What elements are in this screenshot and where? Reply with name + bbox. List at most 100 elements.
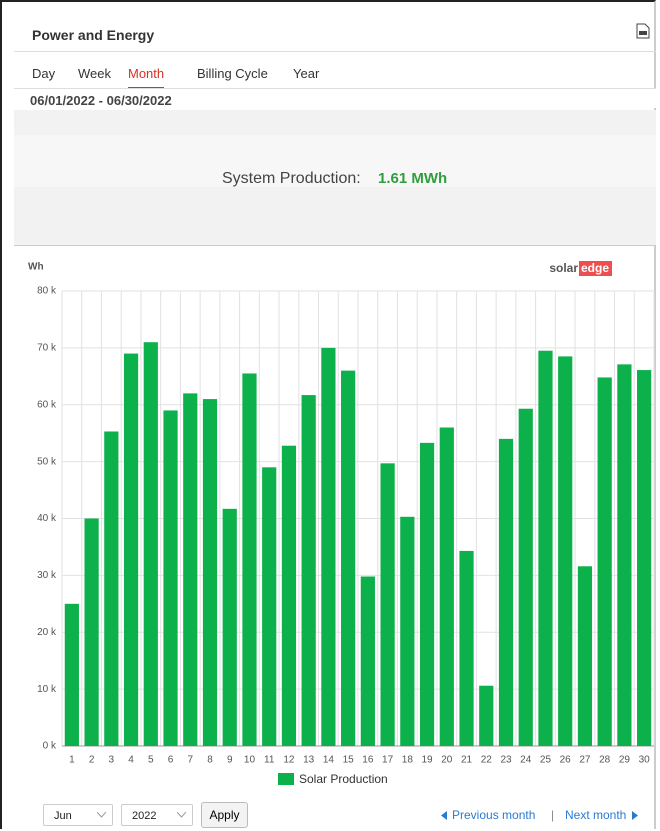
bar (439, 427, 454, 746)
bar (281, 445, 297, 746)
x-tick-label: 13 (303, 755, 315, 766)
year-value: 2022 (132, 810, 157, 822)
next-arrow (632, 811, 638, 820)
logo-right: edge (581, 261, 609, 275)
bar (360, 576, 375, 746)
bar (459, 550, 474, 746)
csv-icon[interactable] (636, 23, 650, 39)
x-tick-label: 1 (69, 755, 75, 766)
y-axis-label: Wh (28, 262, 44, 273)
x-tick-label: 8 (207, 755, 213, 766)
x-tick-label: 15 (343, 755, 355, 766)
bar (479, 685, 494, 746)
x-tick-label: 4 (128, 755, 134, 766)
bar (558, 356, 573, 746)
tabs: Day Week Month Billing Cycle Year (14, 60, 654, 89)
logo-left: solar (549, 261, 578, 275)
separator: | (551, 808, 555, 822)
x-tick-label: 9 (227, 755, 233, 766)
x-tick-label: 20 (441, 755, 453, 766)
tab[interactable]: Billing Cycle (197, 66, 268, 81)
x-tick-label: 30 (639, 755, 651, 766)
month-select[interactable]: Jun (43, 804, 113, 826)
y-tick-label: 60 k (37, 399, 57, 410)
production-summary: System Production: 1.61 MWh (14, 110, 656, 246)
bar (637, 370, 652, 746)
x-tick-label: 10 (244, 755, 256, 766)
x-tick-label: 6 (168, 755, 174, 766)
previous-link[interactable]: Previous month (452, 808, 536, 822)
tab[interactable]: Month (128, 66, 165, 89)
bar (183, 393, 198, 746)
y-tick-label: 50 k (37, 456, 57, 467)
production-label: System Production: (222, 170, 361, 187)
bar (380, 463, 395, 746)
summary-band (14, 135, 656, 187)
legend-label: Solar Production (299, 772, 388, 786)
x-tick-label: 11 (264, 755, 275, 766)
bar (419, 442, 435, 746)
chart: Wh solar edge 0 k 10 k 20 k 30 k 40 k 50 k 60 … (28, 261, 655, 786)
x-tick-label: 23 (500, 755, 512, 766)
prev-arrow (441, 811, 447, 820)
bar (104, 431, 119, 746)
bar (163, 410, 178, 746)
y-tick-label: 40 k (37, 513, 57, 524)
x-tick-label: 24 (520, 755, 532, 766)
legend-swatch (278, 773, 294, 785)
x-tick-label: 26 (560, 755, 572, 766)
tab[interactable]: Day (32, 66, 56, 81)
x-tick-label: 2 (89, 755, 95, 766)
x-tick-label: 19 (422, 755, 434, 766)
bar (538, 350, 553, 746)
apply-button[interactable]: Apply (201, 802, 248, 828)
tab[interactable]: Week (78, 66, 111, 81)
x-tick-label: 21 (461, 755, 473, 766)
x-tick-label: 22 (481, 755, 493, 766)
year-select[interactable]: 2022 (121, 804, 193, 826)
bar (64, 603, 79, 746)
x-tick-label: 17 (382, 755, 394, 766)
bar (301, 395, 316, 746)
next-link[interactable]: Next month (565, 808, 627, 822)
bar (617, 364, 632, 746)
bar (518, 408, 533, 746)
bar (577, 566, 593, 746)
bar (341, 370, 356, 746)
bar (143, 342, 158, 746)
y-tick-label: 70 k (37, 343, 57, 354)
y-tick-label: 20 k (37, 627, 57, 638)
production-value: 1.61 MWh (378, 170, 448, 187)
month-value: Jun (54, 810, 72, 822)
y-tick-label: 10 k (37, 684, 57, 695)
bar (597, 377, 612, 746)
x-tick-label: 7 (187, 755, 193, 766)
bar (321, 347, 336, 746)
x-tick-label: 27 (579, 755, 591, 766)
y-tick-label: 0 k (43, 741, 57, 752)
x-tick-label: 5 (148, 755, 154, 766)
bar (84, 518, 99, 746)
bar (498, 438, 514, 746)
logo-box (579, 261, 612, 276)
x-tick-label: 28 (599, 755, 611, 766)
y-tick-label: 80 k (37, 286, 57, 297)
y-tick-label: 30 k (37, 570, 57, 581)
bar (262, 467, 277, 746)
x-tick-label: 14 (323, 755, 335, 766)
x-tick-label: 18 (402, 755, 414, 766)
x-tick-label: 12 (283, 755, 295, 766)
tab[interactable]: Year (293, 66, 320, 81)
x-tick-label: 29 (619, 755, 631, 766)
x-tick-label: 3 (109, 755, 115, 766)
bar (222, 508, 237, 746)
date-range: 06/01/2022 - 06/30/2022 (14, 88, 656, 108)
bar (202, 399, 218, 746)
bar (400, 516, 415, 746)
controls: Jun 2022 Apply Previous month | Next mon… (0, 800, 660, 831)
bar (242, 373, 257, 746)
x-tick-label: 16 (362, 755, 374, 766)
header-title: Power and Energy (32, 27, 155, 43)
header: Power and Energy (14, 11, 656, 52)
